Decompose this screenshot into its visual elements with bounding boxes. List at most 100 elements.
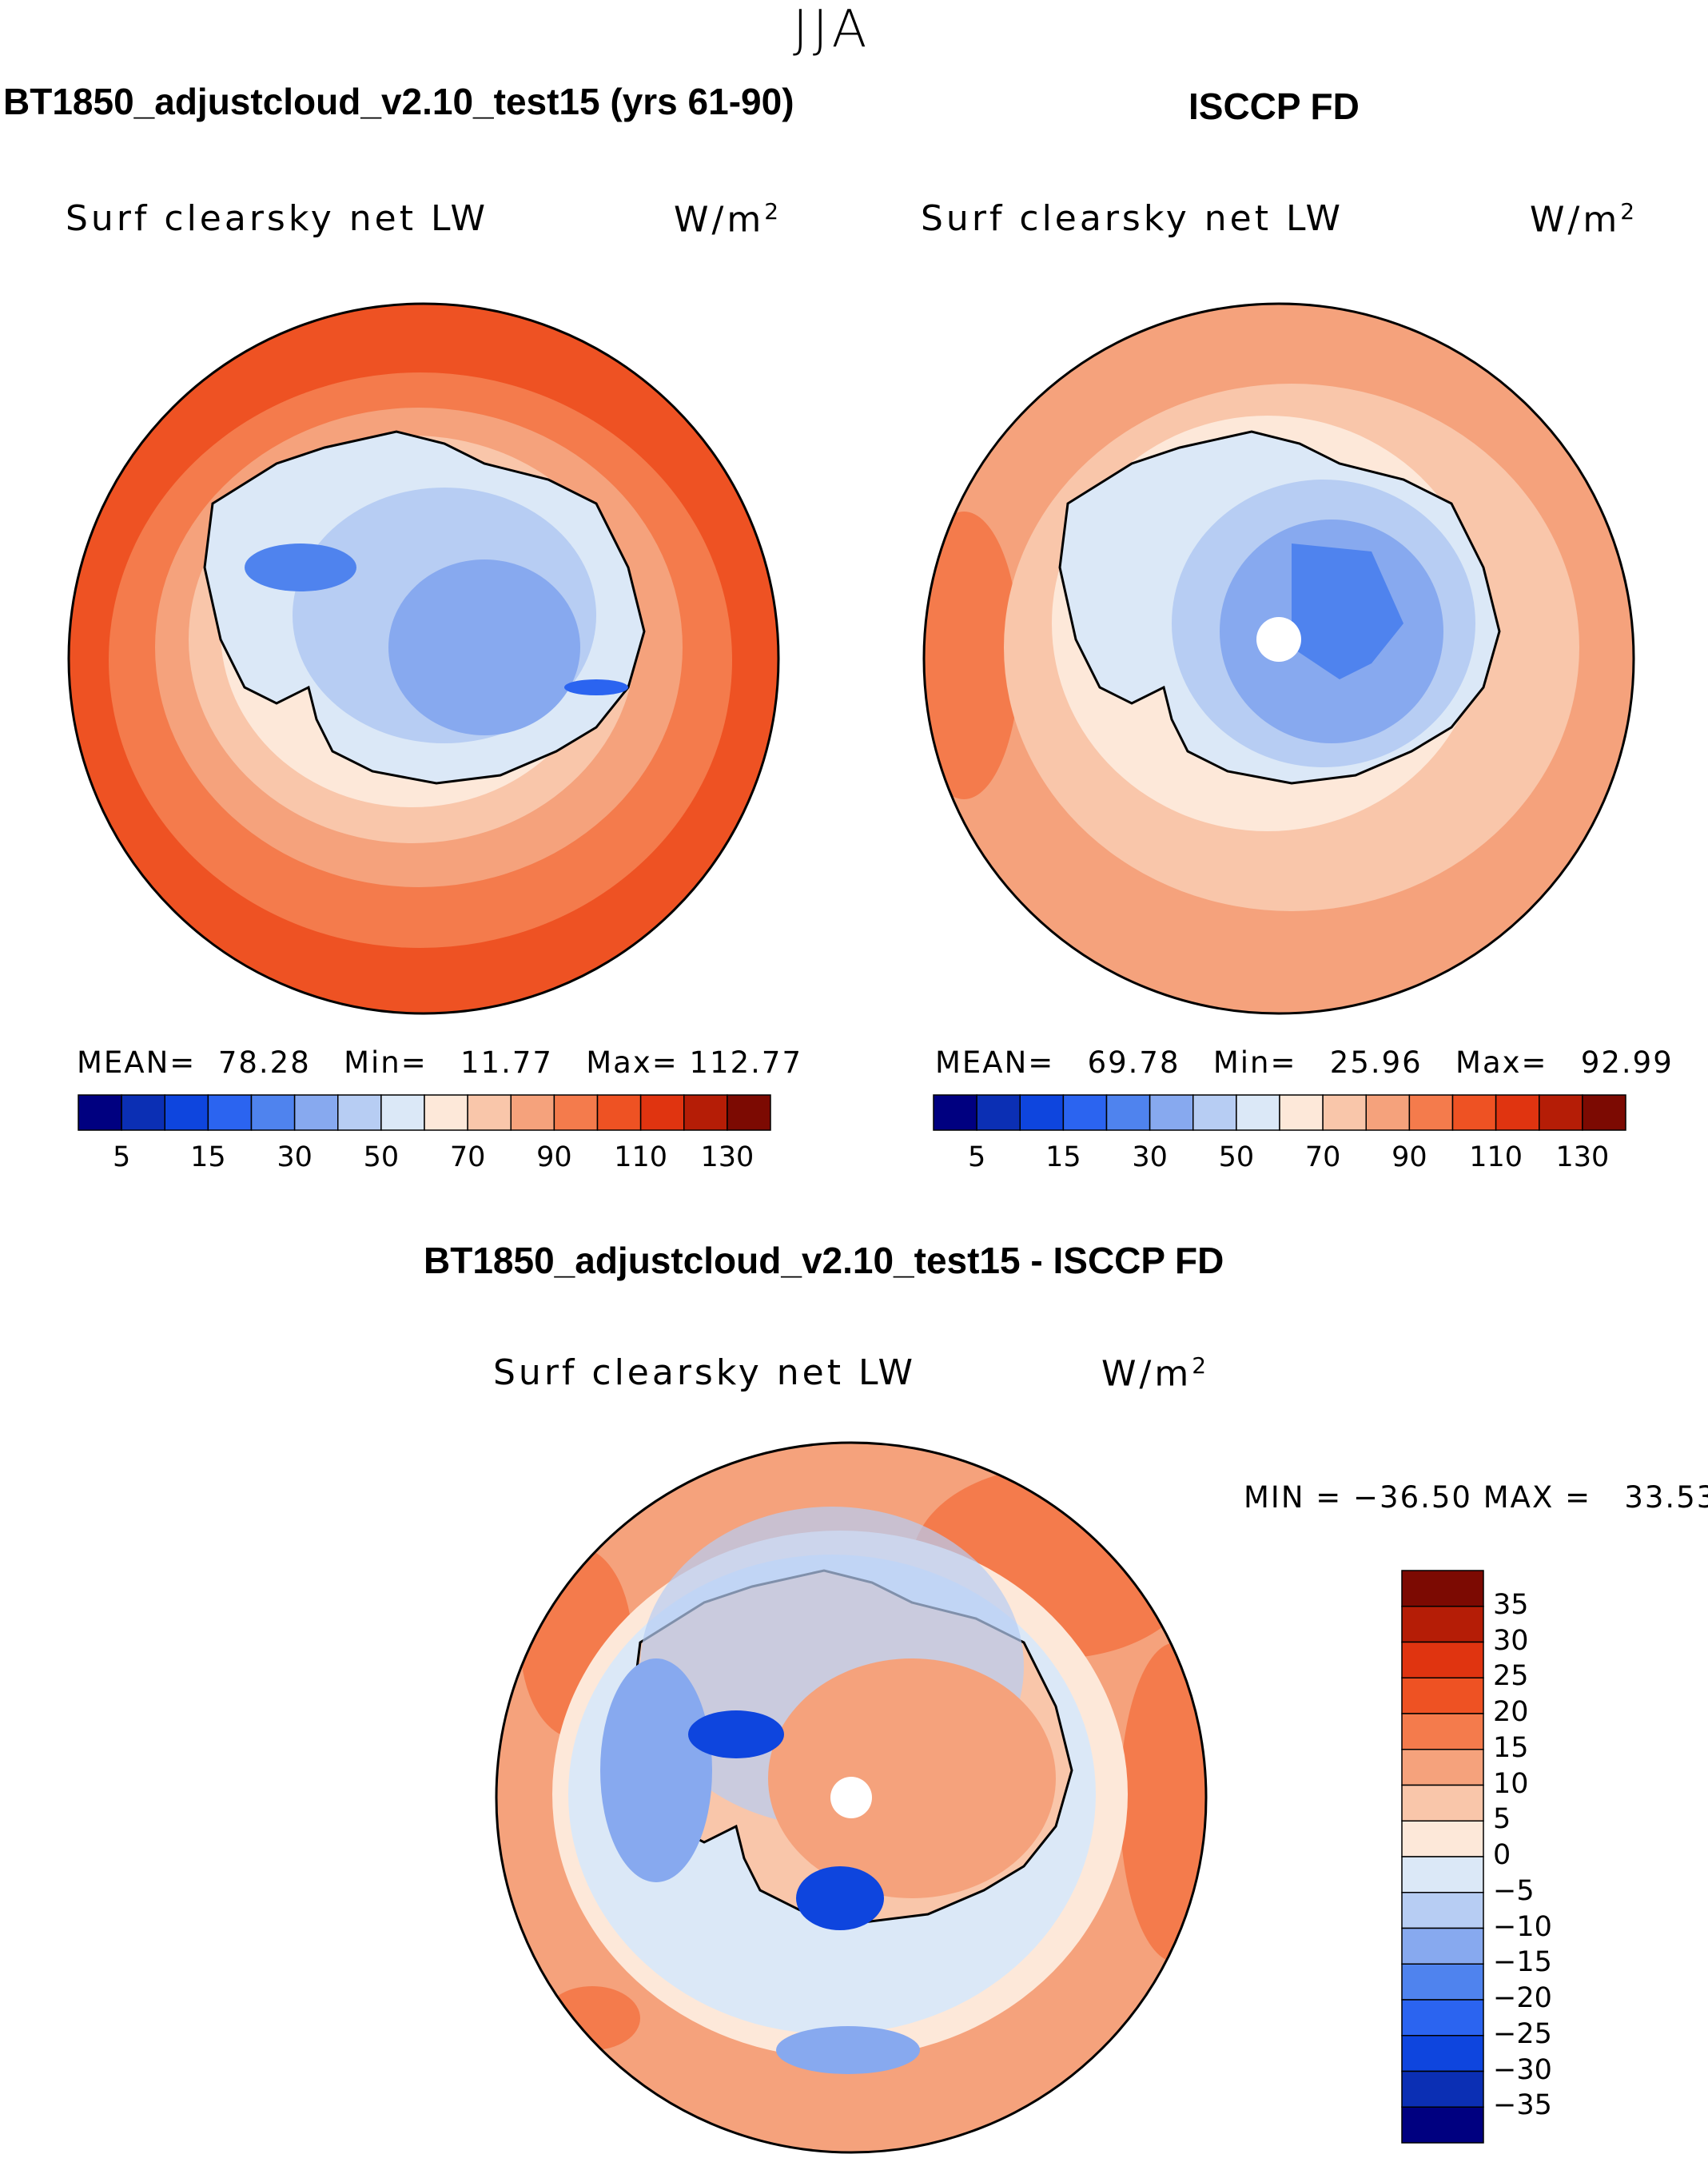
panel2-map bbox=[922, 302, 1635, 1015]
panel1-title: BT1850_adjustcloud_v2.10_test15 (yrs 61-… bbox=[3, 81, 794, 122]
colorbar-cell bbox=[293, 1094, 339, 1131]
panel2-stats: MEAN= 69.78 Min= 25.96 Max= 92.99 bbox=[935, 1045, 1674, 1080]
colorbar-tick-label: 15 bbox=[190, 1141, 226, 1173]
colorbar-tick-label: 130 bbox=[700, 1141, 754, 1173]
colorbar-tick-label: 0 bbox=[1493, 1839, 1511, 1871]
colorbar-tick-label: 5 bbox=[1493, 1803, 1511, 1836]
colorbar-cell bbox=[1451, 1094, 1497, 1131]
panel2-pole-hole bbox=[1256, 617, 1301, 662]
season-title: JJA bbox=[793, 0, 872, 59]
colorbar-tick-label: −35 bbox=[1493, 2089, 1552, 2122]
panel2-variable-label: Surf clearsky net LW bbox=[921, 198, 1344, 239]
colorbar-tick-label: 30 bbox=[1493, 1624, 1529, 1657]
colorbar-cell bbox=[1401, 1570, 1484, 1607]
diff-pole-hole bbox=[830, 1777, 872, 1818]
colorbar-tick-label: 110 bbox=[1469, 1141, 1523, 1173]
colorbar-tick-label: 70 bbox=[449, 1141, 486, 1173]
panel1-variable-label: Surf clearsky net LW bbox=[66, 198, 488, 239]
panel2-title: ISCCP FD bbox=[1188, 86, 1360, 127]
colorbar-cell bbox=[1401, 2106, 1484, 2144]
colorbar-cell bbox=[1401, 1677, 1484, 1714]
colorbar-tick-label: 30 bbox=[1132, 1141, 1168, 1173]
colorbar-cell bbox=[1495, 1094, 1540, 1131]
colorbar-cell bbox=[337, 1094, 382, 1131]
colorbar-tick-label: 50 bbox=[1218, 1141, 1255, 1173]
colorbar-cell bbox=[1401, 1963, 1484, 2001]
colorbar-cell bbox=[1408, 1094, 1454, 1131]
panel1-units: W/m2 bbox=[674, 198, 782, 241]
colorbar-cell bbox=[596, 1094, 642, 1131]
diff-units: W/m2 bbox=[1101, 1352, 1210, 1395]
panel1-colorbar bbox=[78, 1094, 771, 1131]
colorbar-cell bbox=[250, 1094, 296, 1131]
colorbar-tick-label: 10 bbox=[1493, 1767, 1529, 1800]
colorbar-tick-label: 70 bbox=[1304, 1141, 1341, 1173]
colorbar-cell bbox=[510, 1094, 555, 1131]
colorbar-tick-label: 15 bbox=[1493, 1731, 1529, 1764]
colorbar-cell bbox=[1365, 1094, 1411, 1131]
colorbar-tick-label: −10 bbox=[1493, 1910, 1552, 1943]
colorbar-cell bbox=[1582, 1094, 1626, 1131]
colorbar-tick-label: 90 bbox=[536, 1141, 572, 1173]
colorbar-cell bbox=[1401, 1820, 1484, 1857]
panel2-colorbar bbox=[933, 1094, 1626, 1131]
diff-colorbar bbox=[1401, 1570, 1484, 2144]
colorbar-cell bbox=[1236, 1094, 1280, 1131]
colorbar-tick-label: 25 bbox=[1493, 1660, 1529, 1693]
colorbar-cell bbox=[207, 1094, 253, 1131]
colorbar-cell bbox=[1401, 2035, 1484, 2072]
panel1-map bbox=[67, 302, 780, 1015]
colorbar-cell bbox=[1401, 1606, 1484, 1643]
colorbar-cell bbox=[1401, 1641, 1484, 1678]
colorbar-cell bbox=[164, 1094, 209, 1131]
colorbar-tick-label: 50 bbox=[363, 1141, 400, 1173]
colorbar-cell bbox=[1401, 1999, 1484, 2037]
diff-minmax: MIN = −36.50 MAX = 33.53 bbox=[1244, 1480, 1708, 1515]
colorbar-tick-label: 90 bbox=[1391, 1141, 1427, 1173]
colorbar-cell bbox=[1401, 1749, 1484, 1786]
colorbar-cell bbox=[467, 1094, 512, 1131]
colorbar-cell bbox=[1539, 1094, 1583, 1131]
colorbar-cell bbox=[1401, 1856, 1484, 1893]
diff-title: BT1850_adjustcloud_v2.10_test15 - ISCCP … bbox=[424, 1240, 1224, 1281]
colorbar-cell bbox=[727, 1094, 771, 1131]
colorbar-tick-label: −25 bbox=[1493, 2017, 1552, 2050]
colorbar-cell bbox=[933, 1094, 977, 1131]
panel2-units: W/m2 bbox=[1530, 198, 1638, 241]
colorbar-cell bbox=[1401, 1713, 1484, 1750]
colorbar-tick-label: 20 bbox=[1493, 1696, 1529, 1728]
colorbar-tick-label: 5 bbox=[967, 1141, 986, 1173]
colorbar-cell bbox=[121, 1094, 165, 1131]
colorbar-cell bbox=[1401, 1927, 1484, 1965]
colorbar-cell bbox=[1192, 1094, 1237, 1131]
colorbar-tick-label: 30 bbox=[277, 1141, 313, 1173]
colorbar-cell bbox=[1149, 1094, 1194, 1131]
colorbar-tick-label: 130 bbox=[1555, 1141, 1610, 1173]
colorbar-cell bbox=[1279, 1094, 1324, 1131]
colorbar-cell bbox=[639, 1094, 685, 1131]
colorbar-tick-label: 5 bbox=[112, 1141, 131, 1173]
colorbar-tick-label: −15 bbox=[1493, 1946, 1552, 1979]
colorbar-cell bbox=[1105, 1094, 1151, 1131]
colorbar-tick-label: −30 bbox=[1493, 2053, 1552, 2086]
colorbar-cell bbox=[1401, 1784, 1484, 1822]
colorbar-cell bbox=[553, 1094, 599, 1131]
colorbar-cell bbox=[683, 1094, 728, 1131]
colorbar-cell bbox=[78, 1094, 122, 1131]
panel1-stats: MEAN= 78.28 Min= 11.77 Max= 112.77 bbox=[77, 1045, 802, 1080]
colorbar-cell bbox=[1401, 1892, 1484, 1929]
colorbar-cell bbox=[380, 1094, 425, 1131]
colorbar-tick-label: 15 bbox=[1045, 1141, 1081, 1173]
colorbar-tick-label: 35 bbox=[1493, 1588, 1529, 1621]
colorbar-tick-label: 110 bbox=[614, 1141, 668, 1173]
colorbar-cell bbox=[1322, 1094, 1367, 1131]
diff-map bbox=[495, 1441, 1208, 2154]
colorbar-tick-label: −20 bbox=[1493, 1982, 1552, 2014]
colorbar-cell bbox=[424, 1094, 468, 1131]
colorbar-cell bbox=[976, 1094, 1021, 1131]
colorbar-tick-label: −5 bbox=[1493, 1874, 1535, 1907]
diff-variable-label: Surf clearsky net LW bbox=[493, 1352, 916, 1393]
colorbar-cell bbox=[1019, 1094, 1065, 1131]
colorbar-cell bbox=[1062, 1094, 1108, 1131]
colorbar-cell bbox=[1401, 2070, 1484, 2108]
